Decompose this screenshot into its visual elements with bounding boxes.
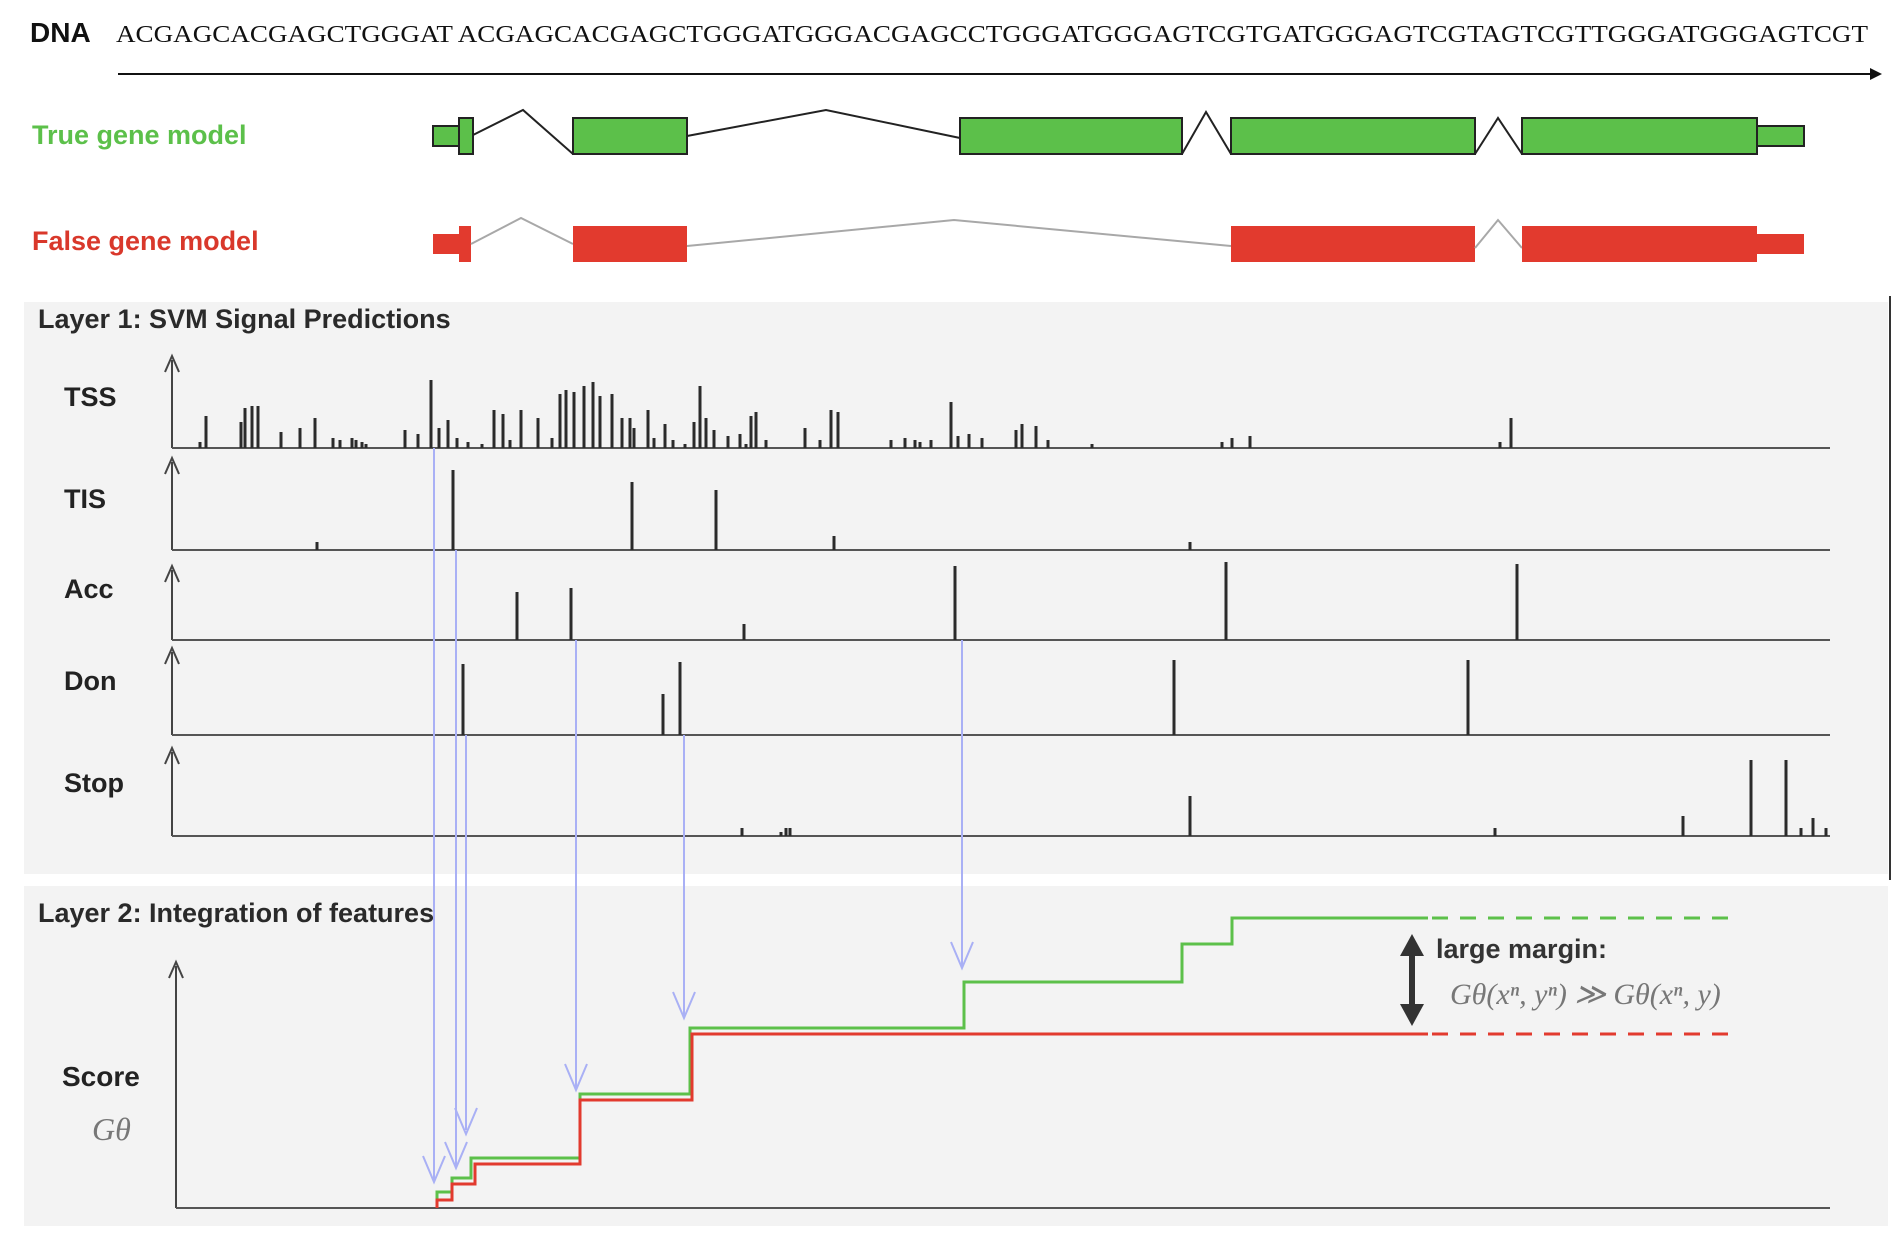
- false-gene-model: [433, 216, 1804, 262]
- false-utr-3: [1757, 234, 1804, 254]
- true-gene-model: [432, 108, 1805, 155]
- arrowhead-tis: [444, 1141, 468, 1171]
- false-exon-4: [1522, 226, 1757, 262]
- stop-signal-peaks: [740, 760, 1828, 836]
- false-utr-5: [433, 234, 459, 254]
- margin-double-arrow: [1400, 934, 1424, 1026]
- false-exon-2: [573, 226, 687, 262]
- margin-label: large margin:: [1436, 934, 1607, 964]
- track-tss: TSS: [64, 353, 1830, 449]
- acc-axis-arrowhead: [164, 563, 180, 583]
- margin-formula: Gθ(xⁿ, yⁿ) ≫ Gθ(xⁿ, y): [1450, 978, 1721, 1011]
- false-intron-2: [686, 218, 1232, 247]
- true-utr-5: [432, 125, 460, 147]
- dna-sequence: ACGAGCACGAGCTGGGAT ACGAGCACGAGCTGGGATGGG…: [116, 22, 1868, 48]
- arrowhead-don-2: [672, 991, 696, 1021]
- track-label-don: Don: [64, 666, 116, 696]
- don-axis-arrowhead: [164, 645, 180, 665]
- arrowhead-acc-2: [950, 941, 974, 971]
- don-signal-peaks: [461, 660, 1470, 735]
- true-exon-1: [458, 117, 474, 155]
- true-intron-3: [1181, 110, 1232, 155]
- stop-axis-arrowhead: [164, 745, 180, 765]
- track-label-tis: TIS: [64, 484, 106, 514]
- arrowhead-tss: [422, 1155, 446, 1185]
- track-label-acc: Acc: [64, 574, 114, 604]
- true-intron-4: [1474, 116, 1523, 155]
- layer2-title: Layer 2: Integration of features: [38, 898, 434, 928]
- track-stop: Stop: [64, 745, 1830, 837]
- acc-signal-peaks: [515, 562, 1519, 640]
- layer1-title: Layer 1: SVM Signal Predictions: [38, 304, 451, 334]
- true-utr-3: [1756, 125, 1805, 147]
- tss-axis-arrowhead: [164, 353, 180, 373]
- track-don: Don: [64, 645, 1830, 736]
- true-intron-2: [686, 108, 961, 139]
- track-acc: Acc: [64, 562, 1830, 641]
- false-score-curve: [435, 1032, 1428, 1208]
- track-label-tss: TSS: [64, 382, 117, 412]
- signal-projection-arrows: [422, 448, 974, 1185]
- arrowhead-acc-1: [564, 1063, 588, 1093]
- true-exon-5: [1521, 117, 1758, 155]
- true-exon-4: [1230, 117, 1476, 155]
- track-label-stop: Stop: [64, 768, 124, 798]
- true-exon-3: [959, 117, 1183, 155]
- false-intron-3: [1474, 218, 1523, 249]
- tss-signal-peaks: [198, 380, 1513, 448]
- tis-signal-peaks: [315, 470, 1192, 550]
- false-gene-model-label: False gene model: [32, 226, 259, 256]
- false-exon-1: [459, 226, 471, 262]
- tis-axis-arrowhead: [164, 455, 180, 475]
- layer2-panel: [24, 886, 1888, 1226]
- false-exon-3: [1231, 226, 1475, 262]
- true-exon-2: [572, 117, 688, 155]
- score-label: Score: [62, 1061, 140, 1092]
- score-axis-arrowhead: [168, 959, 184, 979]
- false-intron-1: [470, 216, 574, 245]
- dna-label: DNA: [30, 17, 91, 48]
- arrowhead-don-1: [454, 1107, 478, 1137]
- true-intron-1: [472, 108, 574, 155]
- track-tis: TIS: [64, 455, 1830, 551]
- true-gene-model-label: True gene model: [32, 120, 247, 150]
- score-symbol: Gθ: [92, 1111, 131, 1147]
